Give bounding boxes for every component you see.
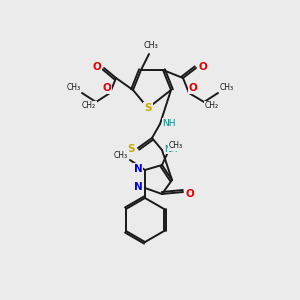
- Text: CH₂: CH₂: [82, 101, 96, 110]
- Text: O: O: [103, 83, 111, 93]
- Text: CH₃: CH₃: [169, 142, 183, 151]
- Text: CH₃: CH₃: [144, 41, 158, 50]
- Text: N: N: [134, 182, 142, 192]
- Text: S: S: [127, 144, 135, 154]
- Text: CH₃: CH₃: [220, 83, 234, 92]
- Text: NH: NH: [162, 118, 176, 127]
- Text: CH₃: CH₃: [67, 82, 81, 91]
- Text: O: O: [93, 62, 101, 72]
- Text: O: O: [186, 189, 194, 199]
- Text: CH₃: CH₃: [114, 151, 128, 160]
- Text: O: O: [199, 62, 207, 72]
- Text: S: S: [144, 103, 152, 113]
- Text: CH₂: CH₂: [205, 101, 219, 110]
- Text: N: N: [134, 164, 142, 174]
- Text: NH: NH: [164, 145, 178, 154]
- Text: O: O: [189, 83, 197, 93]
